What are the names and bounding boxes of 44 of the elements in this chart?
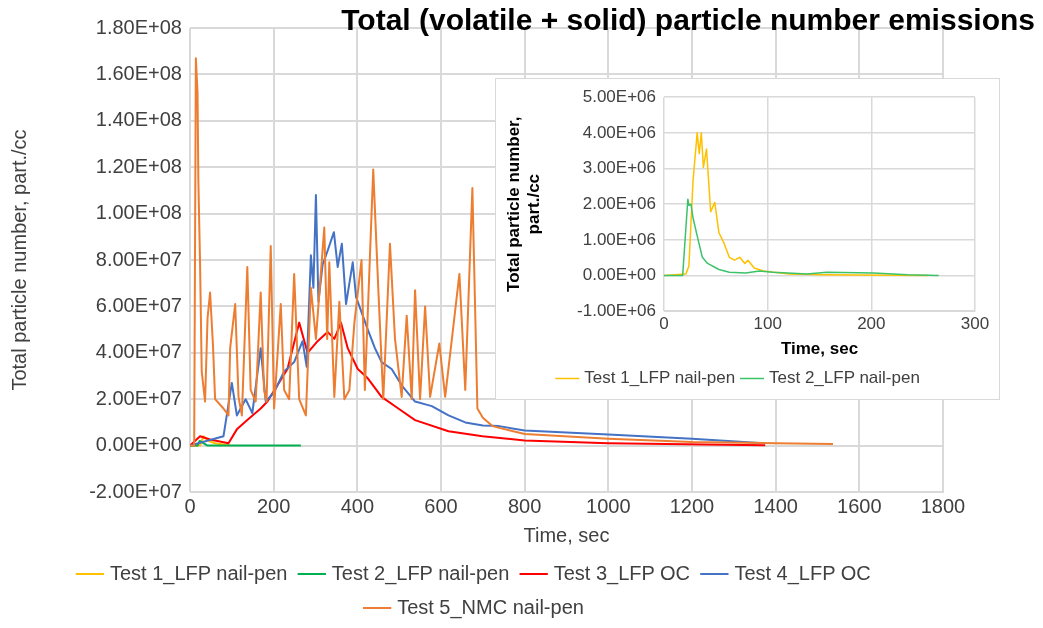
chart-title: Total (volatile + solid) particle number emissions [341,2,1035,38]
y-tick-label: 1.40E+08 [95,108,182,131]
y-tick-label: 1.00E+06 [582,229,656,249]
y-tick-label: 4.00E+06 [582,122,656,142]
y-tick-label: 1.00E+08 [95,201,182,224]
x-tick-label: 1600 [837,494,882,517]
y-tick-label: 1.60E+08 [95,61,182,84]
x-tick-label: 600 [424,494,458,517]
legend-label: Test 1_LFP nail-pen [109,561,288,585]
y-tick-label: 8.00E+07 [95,247,182,270]
x-tick-label: 0 [184,494,196,517]
legend-label: Test 4_LFP OC [734,561,871,585]
y-tick-label: 0.00E+00 [95,433,182,456]
x-tick-label: 1800 [920,494,966,517]
y-tick-label: 0.00E+00 [582,265,656,285]
x-tick-label: 1000 [586,494,631,517]
y-tick-label: -1.00E+06 [577,300,656,320]
y-tick-label: 2.00E+07 [95,386,182,409]
x-tick-label: 800 [507,494,542,517]
y-tick-label: 2.00E+06 [582,193,656,213]
legend-label: Test 2_LFP nail-pen [769,368,920,388]
x-tick-label: 1400 [753,494,798,517]
legend-label: Test 3_LFP OC [553,561,691,585]
y-axis-title: Total particle number, part./cc [503,116,544,292]
legend-label: Test 5_NMC nail-pen [397,595,584,619]
x-tick-label: 300 [960,314,990,334]
x-axis-title: Time, sec [523,523,610,546]
legend-label: Test 2_LFP nail-pen [331,561,510,585]
y-tick-label: -2.00E+07 [89,479,182,502]
x-tick-label: 100 [753,314,782,334]
y-tick-label: 3.00E+06 [582,158,656,178]
x-tick-label: 0 [659,314,669,334]
y-tick-label: 4.00E+07 [95,340,182,363]
y-tick-label: 6.00E+07 [95,293,182,316]
x-tick-label: 1200 [669,494,715,517]
y-tick-label: 5.00E+06 [582,86,656,106]
x-tick-label: 200 [857,314,886,334]
y-tick-label: 1.80E+08 [95,15,182,38]
x-tick-label: 200 [256,494,291,517]
x-tick-label: 400 [340,494,375,517]
y-axis-title: Total particle number, part./cc [7,129,30,391]
y-tick-label: 1.20E+08 [95,154,182,177]
legend-label: Test 1_LFP nail-pen [584,368,736,388]
x-axis-title: Time, sec [780,339,859,359]
